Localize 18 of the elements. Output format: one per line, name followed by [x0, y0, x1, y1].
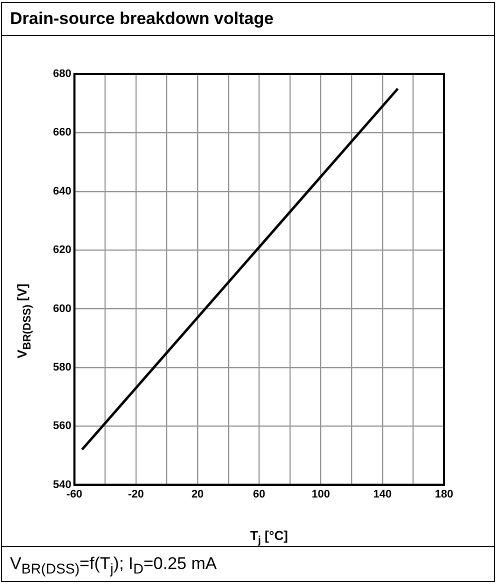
x-tick-label: 60: [253, 488, 266, 500]
text: V$_{BR(DSS)}$=f(T$_{j}$); I$_{D}$=0.25 mA: [2, 546, 494, 580]
y-tick-label: 660: [52, 126, 72, 139]
x-axis-title: T$_{j}$ [°C]: [250, 528, 288, 547]
y-tick-label: 640: [52, 185, 72, 198]
chart-title: Drain-source breakdown voltage: [2, 3, 494, 36]
y-tick-label: 680: [52, 68, 72, 80]
y-tick-label: 620: [52, 244, 72, 256]
x-tick-label: -60: [66, 488, 82, 500]
x-tick-label: 180: [434, 488, 454, 500]
y-tick-label: 600: [52, 302, 72, 315]
x-tick-label: 100: [312, 488, 330, 500]
x-tick-label: 140: [373, 488, 392, 500]
y-tick-label: 540: [52, 478, 72, 491]
y-tick-label: 580: [52, 361, 72, 374]
x-tick-label: 20: [191, 488, 204, 500]
x-tick-label: -20: [128, 488, 144, 500]
y-tick-label: 560: [52, 420, 72, 432]
